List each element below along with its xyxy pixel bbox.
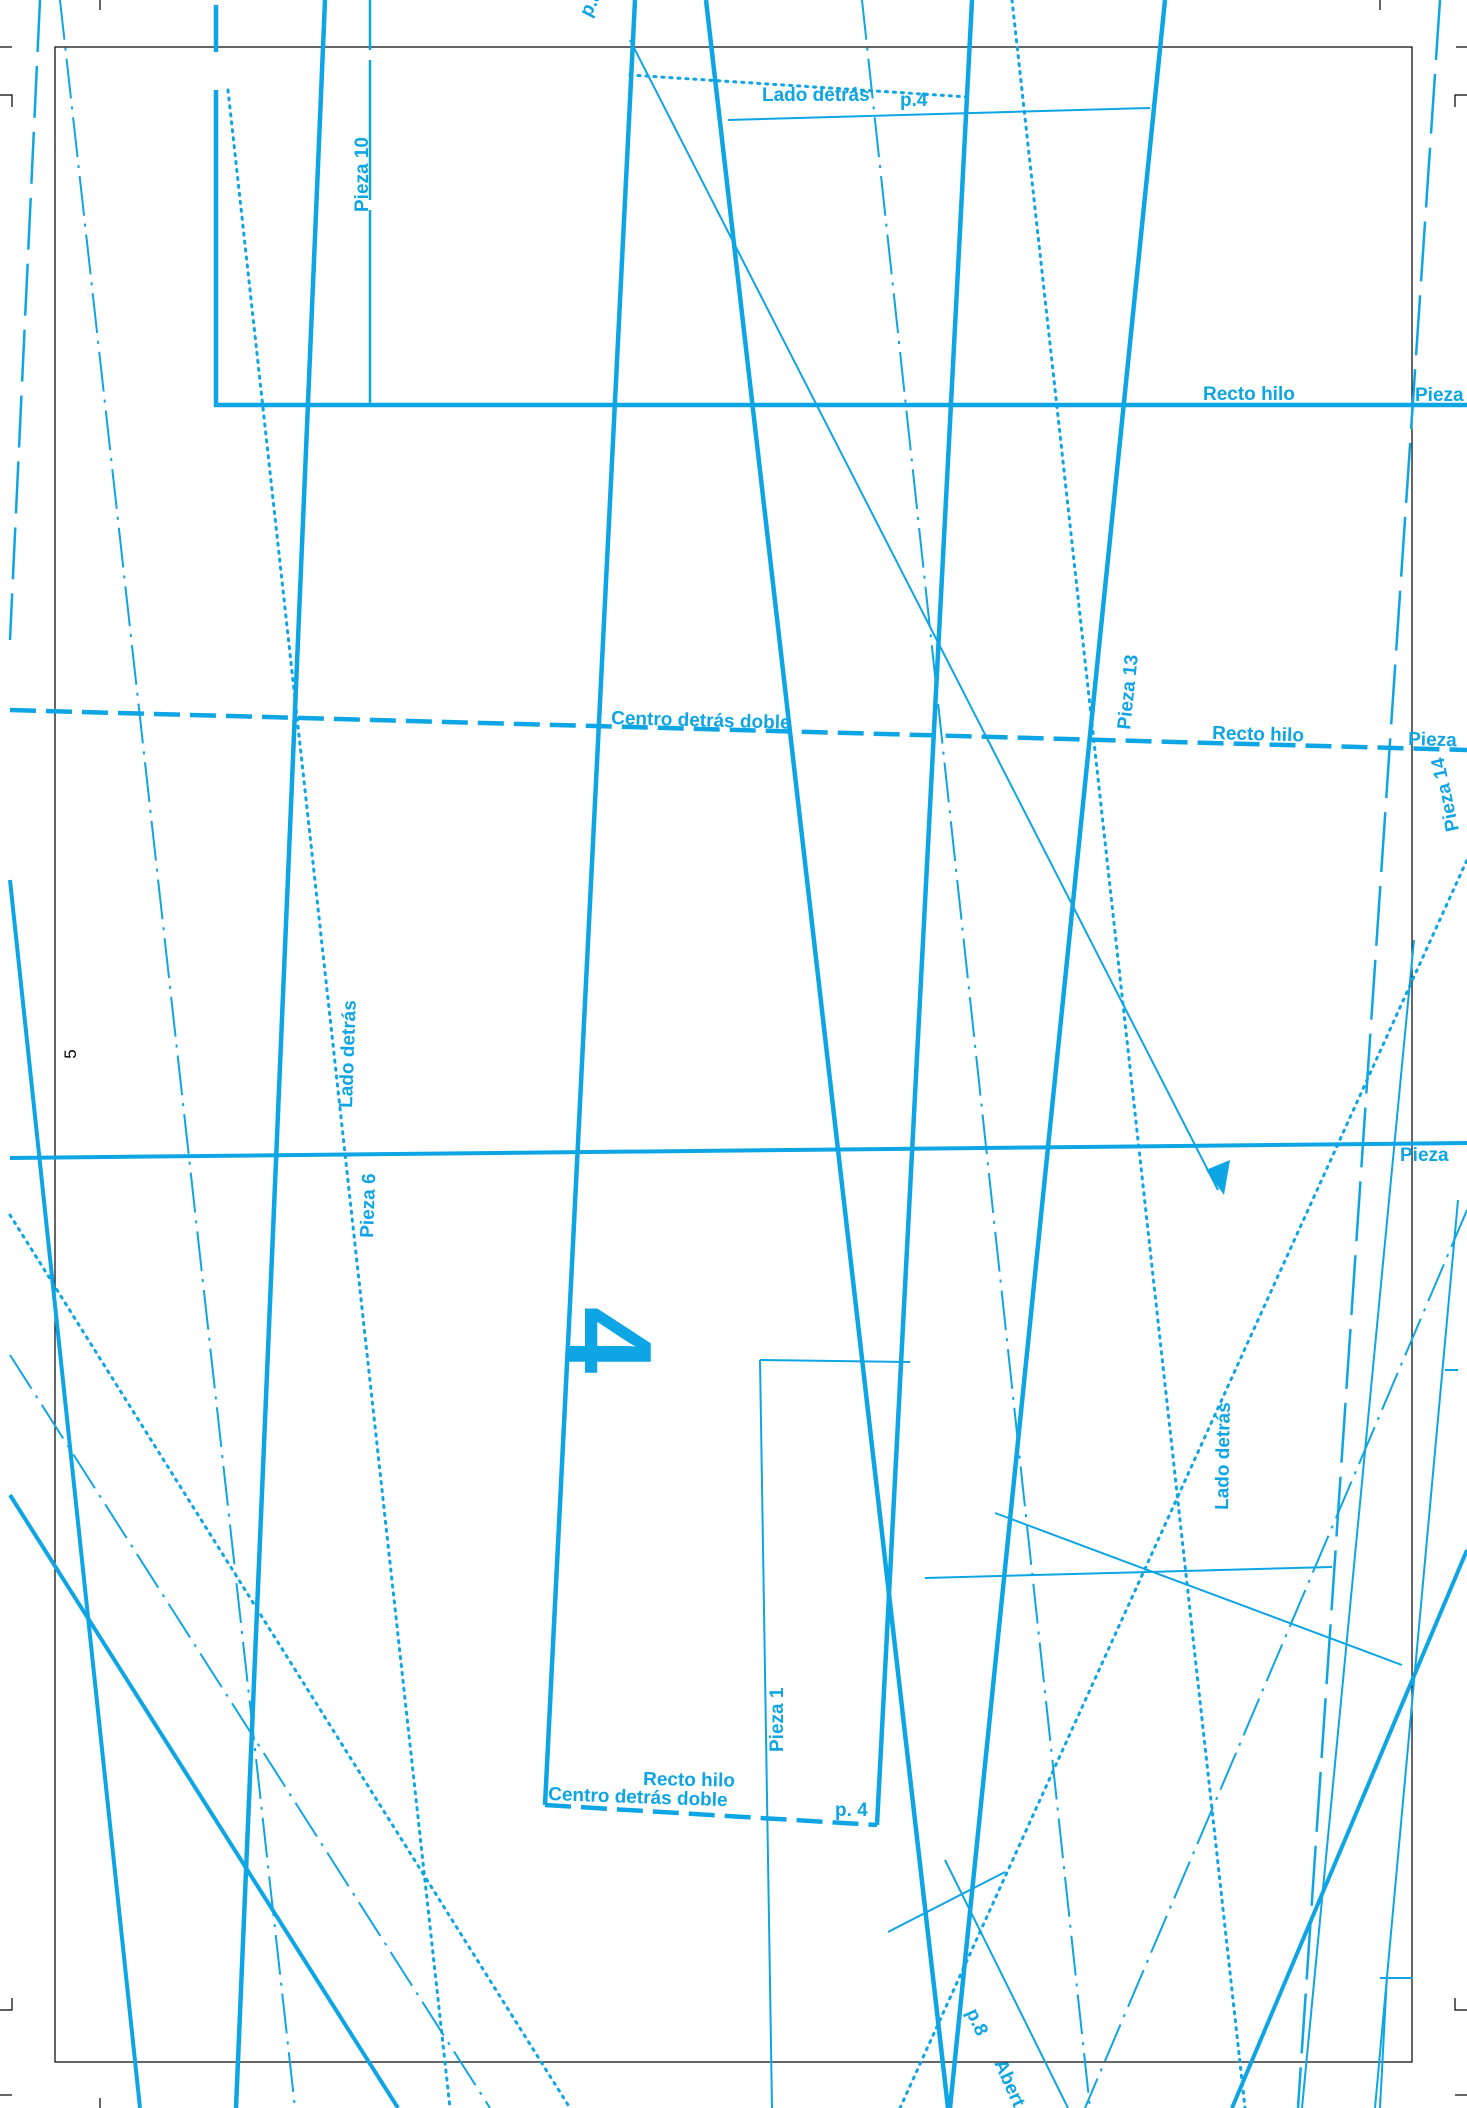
label-centro-detras-doble-mid: Centro detrás doble bbox=[611, 708, 791, 734]
label-lado-detras-right: Lado detrás bbox=[1212, 1402, 1235, 1510]
arrow-head-icon bbox=[1206, 1160, 1230, 1195]
label-pieza-right-low: Pieza bbox=[1400, 1145, 1449, 1166]
label-recto-hilo-bottom: Recto hilo bbox=[643, 1769, 735, 1792]
page-number: 4 bbox=[542, 1307, 676, 1374]
pattern-labels: Lado detrás p.4 Pieza 10 Recto hilo Piez… bbox=[336, 0, 1464, 2108]
label-p4-top: p.4 bbox=[900, 90, 928, 111]
label-lado-detras-left: Lado detrás bbox=[336, 1000, 361, 1108]
label-pieza-right-mid: Pieza bbox=[1408, 729, 1458, 751]
label-pieza-right-top: Pieza bbox=[1415, 385, 1464, 406]
label-p4-bottom: p. 4 bbox=[835, 1800, 868, 1821]
label-pieza-6: Pieza 6 bbox=[357, 1173, 380, 1238]
label-pieza-10: Pieza 10 bbox=[352, 137, 373, 212]
label-recto-hilo-top: Recto hilo bbox=[1203, 384, 1295, 405]
label-recto-hilo-mid: Recto hilo bbox=[1212, 723, 1304, 746]
label-pieza-1: Pieza 1 bbox=[767, 1687, 788, 1752]
pattern-lines bbox=[8, 0, 1467, 2108]
label-lado-detras-top: Lado detrás bbox=[762, 85, 870, 106]
page-frame bbox=[54, 46, 1413, 2063]
side-number: 5 bbox=[61, 1049, 80, 1058]
